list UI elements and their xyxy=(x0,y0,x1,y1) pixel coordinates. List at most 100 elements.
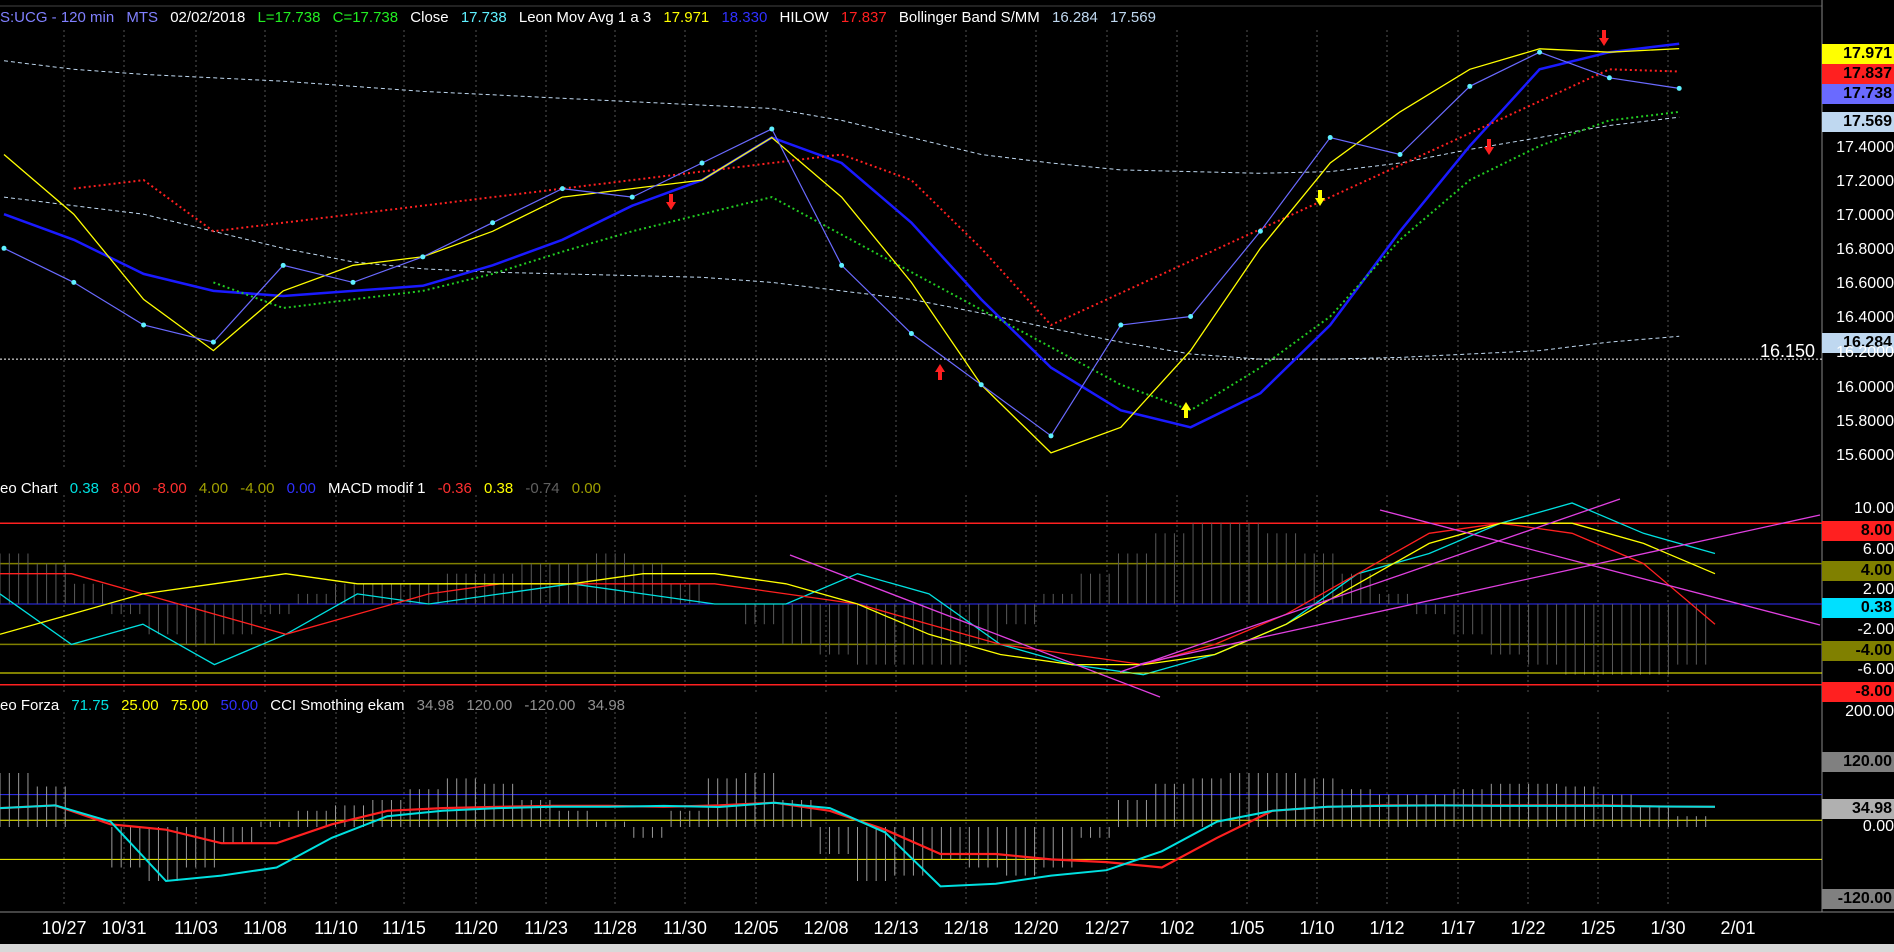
macd-yellow-line xyxy=(0,522,1716,666)
bollinger-upper xyxy=(3,60,1680,174)
macd-v2: 8.00 xyxy=(111,480,141,497)
close-point xyxy=(559,186,565,192)
macd-tag-value: 0.38 xyxy=(1822,598,1894,618)
x-label: 1/12 xyxy=(1369,918,1405,938)
x-label: 12/20 xyxy=(1013,918,1059,938)
close-point xyxy=(490,220,496,226)
date-label: 02/02/2018 xyxy=(170,9,246,26)
tag-hilow: 17.837 xyxy=(1822,64,1894,84)
close-point xyxy=(210,339,216,345)
cci-ytick: 200.00 xyxy=(1845,703,1894,720)
cci-v3: 75.00 xyxy=(170,697,209,714)
x-label: 12/18 xyxy=(943,918,989,938)
macd-v1: 0.38 xyxy=(69,480,99,497)
bollinger-lower xyxy=(3,196,1680,360)
tag-bb-lower: 16.284 xyxy=(1822,333,1894,353)
main-ytick: 16.8000 xyxy=(1836,241,1894,258)
cci-tag-neg120: -120.00 xyxy=(1822,889,1894,909)
bb-value-2: 17.569 xyxy=(1110,9,1156,26)
x-label: 1/30 xyxy=(1650,918,1686,938)
cci-v1: 71.75 xyxy=(71,697,109,714)
cci-tag-120: 120.00 xyxy=(1822,752,1894,772)
tag-bb-upper: 17.569 xyxy=(1822,112,1894,132)
close-line xyxy=(3,51,1680,437)
x-label: 11/10 xyxy=(314,918,358,938)
close-point xyxy=(839,262,845,268)
macd-ytick: -6.00 xyxy=(1857,661,1894,678)
main-ytick: 16.6000 xyxy=(1836,275,1894,292)
x-label: 1/22 xyxy=(1510,918,1546,938)
x-label: 2/01 xyxy=(1720,918,1756,938)
hilow-label: HILOW xyxy=(779,9,829,26)
macd-v7: -0.36 xyxy=(437,480,472,497)
bb-value-1: 16.284 xyxy=(1051,9,1098,26)
cci-panel-header: eo Forza 71.75 25.00 75.00 50.00 CCI Smo… xyxy=(0,696,633,716)
x-label: 11/15 xyxy=(382,918,426,938)
close-point xyxy=(1397,152,1403,158)
x-label: 12/05 xyxy=(733,918,779,938)
cci-v7: -120.00 xyxy=(524,697,576,714)
close-eq-label: C=17.738 xyxy=(332,9,399,26)
x-label: 1/02 xyxy=(1159,918,1195,938)
down-arrow-icon xyxy=(1599,30,1609,46)
tag-close: 17.738 xyxy=(1822,84,1894,104)
up-arrow-icon xyxy=(935,364,945,380)
cci-v5: 34.98 xyxy=(416,697,455,714)
cci-title: eo Forza xyxy=(0,697,60,714)
close-point xyxy=(1048,433,1054,439)
yellow-ma-line xyxy=(3,47,1680,454)
x-label: 12/08 xyxy=(803,918,849,938)
main-ytick: 17.4000 xyxy=(1836,139,1894,156)
x-label: 11/30 xyxy=(663,918,707,938)
macd-ytick: -2.00 xyxy=(1857,621,1894,638)
macd-panel-header: eo Chart 0.38 8.00 -8.00 4.00 -4.00 0.00… xyxy=(0,479,609,499)
close-point xyxy=(1676,85,1682,91)
macd-tag-4: 4.00 xyxy=(1822,561,1894,581)
close-point xyxy=(1537,49,1543,55)
x-label: 11/08 xyxy=(243,918,287,938)
x-label: 11/03 xyxy=(174,918,218,938)
cci-v2: 25.00 xyxy=(121,697,159,714)
hilow-line xyxy=(73,68,1680,327)
macd-tag-8: 8.00 xyxy=(1822,521,1894,541)
close-point xyxy=(1327,134,1333,140)
blue-ma-line xyxy=(3,42,1680,429)
close-point xyxy=(1467,83,1473,89)
x-label: 12/27 xyxy=(1084,918,1130,938)
macd-v8: 0.38 xyxy=(484,480,514,497)
main-ytick: 15.6000 xyxy=(1836,447,1894,464)
macd-tag-neg8: -8.00 xyxy=(1822,682,1894,702)
x-label: 1/17 xyxy=(1440,918,1476,938)
main-ytick: 16.0000 xyxy=(1836,379,1894,396)
hilow-value: 17.837 xyxy=(840,9,887,26)
main-ytick: 15.8000 xyxy=(1836,413,1894,430)
close-point xyxy=(1,245,7,251)
bb-label: Bollinger Band S/MM xyxy=(898,9,1040,26)
x-label: 11/23 xyxy=(524,918,568,938)
macd-ytick: 10.00 xyxy=(1853,500,1894,517)
x-label: 11/28 xyxy=(593,918,637,938)
x-label: 1/25 xyxy=(1580,918,1616,938)
symbol-label: S:UCG - 120 min xyxy=(0,9,115,26)
close-point xyxy=(420,254,426,260)
macd-v10: 0.00 xyxy=(571,480,601,497)
macd-v6: 0.00 xyxy=(286,480,316,497)
close-point xyxy=(699,160,705,166)
ma-value-2: 18.330 xyxy=(721,9,768,26)
close-point xyxy=(629,194,635,200)
source-label: MTS xyxy=(126,9,159,26)
macd-v5: -4.00 xyxy=(240,480,275,497)
horizontal-scrollbar[interactable] xyxy=(0,944,1894,952)
ma-label: Leon Mov Avg 1 a 3 xyxy=(518,9,652,26)
x-label: 10/27 xyxy=(41,918,87,938)
trend-line xyxy=(789,554,1161,698)
ref-line-label: 16.150 xyxy=(1760,341,1816,361)
macd-tag-neg4: -4.00 xyxy=(1822,641,1894,661)
trend-line xyxy=(1119,498,1621,673)
cci-label: CCI Smothing ekam xyxy=(270,697,405,714)
x-label: 10/31 xyxy=(101,918,147,938)
main-ytick: 16.4000 xyxy=(1836,309,1894,326)
x-label: 1/10 xyxy=(1299,918,1335,938)
cci-ytick: 0.00 xyxy=(1862,818,1894,835)
